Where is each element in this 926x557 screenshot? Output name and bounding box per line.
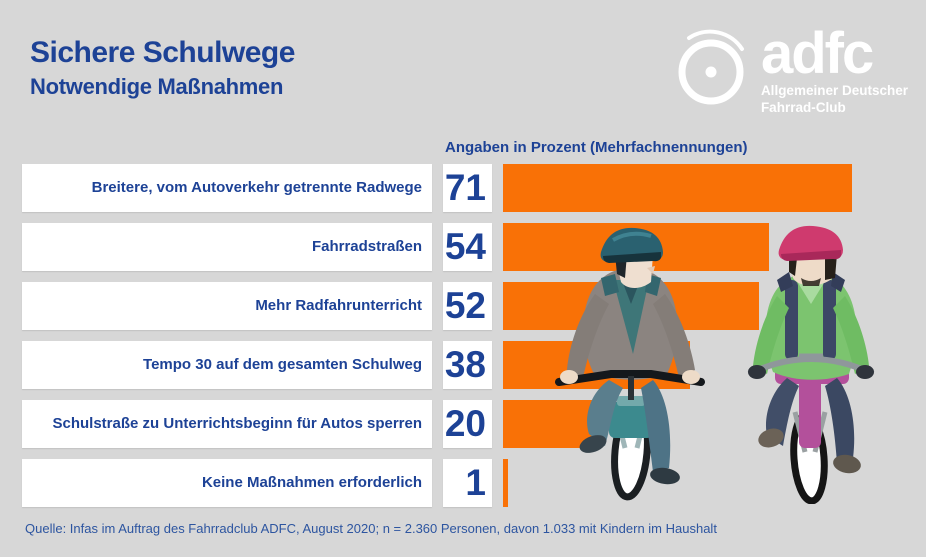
- bar: [503, 223, 769, 271]
- page-title: Sichere Schulwege: [30, 36, 295, 69]
- adfc-tagline-line2: Fahrrad-Club: [760, 100, 846, 115]
- bar-row: Schulstraße zu Unterrichtsbeginn für Aut…: [22, 400, 852, 448]
- bar-row: Breitere, vom Autoverkehr getrennte Radw…: [22, 164, 852, 212]
- bar: [503, 459, 508, 507]
- bicycle-wheel-icon: [678, 29, 744, 105]
- adfc-logo-text: adfc Allgemeiner Deutscher Fahrrad-Club: [760, 21, 908, 116]
- bar-value: 1: [443, 459, 492, 507]
- bar: [503, 282, 759, 330]
- bar: [503, 400, 601, 448]
- adfc-logo: adfc Allgemeiner Deutscher Fahrrad-Club: [673, 24, 908, 116]
- adfc-tagline-line1: Allgemeiner Deutscher: [760, 83, 908, 98]
- bar-chart: Breitere, vom Autoverkehr getrennte Radw…: [22, 164, 852, 518]
- bar: [503, 341, 690, 389]
- title-block: Sichere Schulwege Notwendige Maßnahmen: [30, 36, 295, 100]
- source-note: Quelle: Infas im Auftrag des Fahrradclub…: [25, 521, 717, 536]
- bar-row: Fahrradstraßen 54: [22, 223, 852, 271]
- bar-label: Fahrradstraßen: [22, 223, 432, 271]
- bar: [503, 164, 852, 212]
- chart-unit-header: Angaben in Prozent (Mehrfachnennungen): [445, 139, 748, 156]
- bar-row: Keine Maßnahmen erforderlich 1: [22, 459, 852, 507]
- bar-value: 71: [443, 164, 492, 212]
- page-subtitle: Notwendige Maßnahmen: [30, 74, 284, 99]
- bar-row: Mehr Radfahrunterricht 52: [22, 282, 852, 330]
- bar-value: 52: [443, 282, 492, 330]
- bar-value: 20: [443, 400, 492, 448]
- bar-row: Tempo 30 auf dem gesamten Schulweg 38: [22, 341, 852, 389]
- bar-label: Keine Maßnahmen erforderlich: [22, 459, 432, 507]
- bar-label: Tempo 30 auf dem gesamten Schulweg: [22, 341, 432, 389]
- bar-label: Mehr Radfahrunterricht: [22, 282, 432, 330]
- adfc-wordmark: adfc: [760, 21, 874, 86]
- bar-label: Schulstraße zu Unterrichtsbeginn für Aut…: [22, 400, 432, 448]
- adfc-tagline: Allgemeiner Deutscher Fahrrad-Club: [761, 82, 908, 116]
- bar-value: 54: [443, 223, 492, 271]
- bar-value: 38: [443, 341, 492, 389]
- bar-label: Breitere, vom Autoverkehr getrennte Radw…: [22, 164, 432, 212]
